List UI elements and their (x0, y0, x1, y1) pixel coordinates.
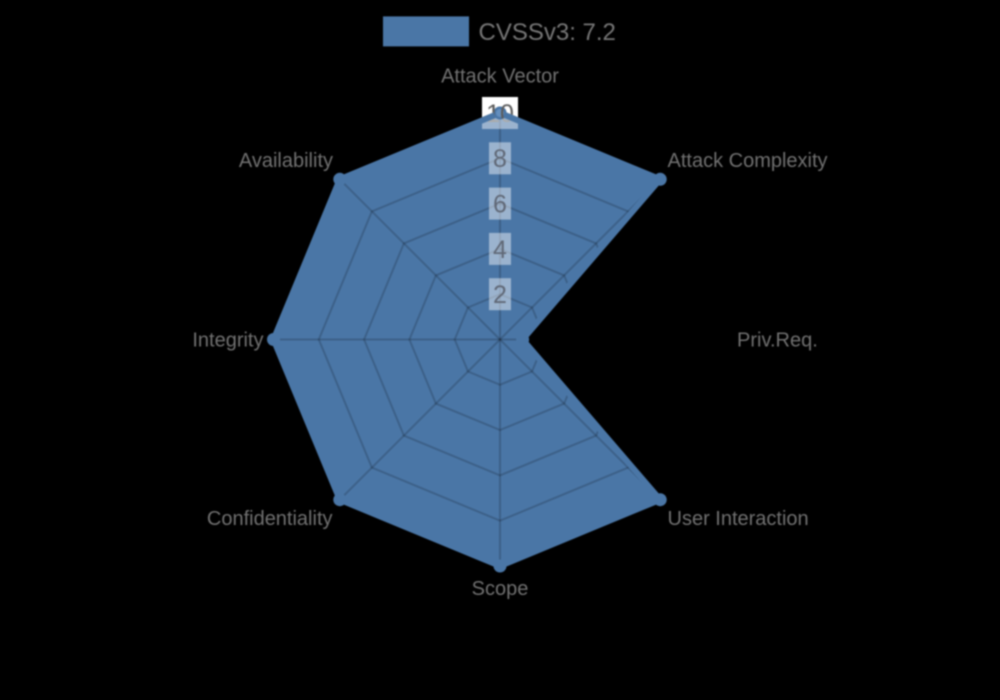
svg-text:10: 10 (486, 100, 514, 128)
svg-text:Attack Complexity: Attack Complexity (668, 150, 828, 172)
svg-text:6: 6 (493, 191, 507, 219)
svg-text:Priv.Req.: Priv.Req. (737, 330, 818, 352)
svg-text:Integrity: Integrity (192, 330, 263, 352)
svg-text:Attack Vector: Attack Vector (441, 66, 559, 88)
svg-text:2: 2 (493, 281, 507, 309)
svg-text:4: 4 (493, 236, 507, 264)
svg-text:Availability: Availability (239, 150, 333, 172)
svg-text:8: 8 (493, 145, 507, 173)
svg-text:CVSSv3: 7.2: CVSSv3: 7.2 (479, 19, 616, 46)
svg-text:Confidentiality: Confidentiality (207, 508, 333, 530)
svg-text:User Interaction: User Interaction (668, 508, 809, 530)
svg-text:Scope: Scope (472, 578, 529, 600)
